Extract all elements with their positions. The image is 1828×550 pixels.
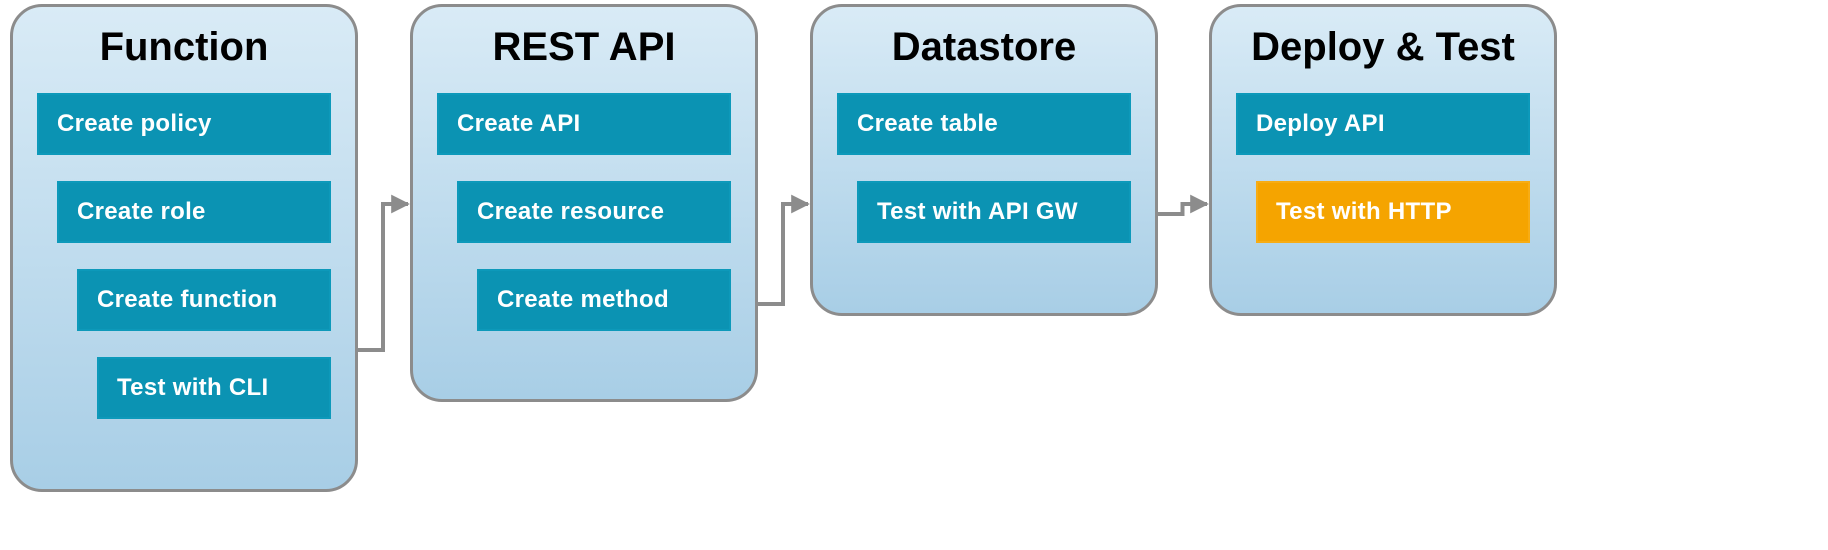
arrow-function-to-rest-api bbox=[358, 204, 408, 350]
flowchart-canvas: FunctionCreate policyCreate roleCreate f… bbox=[0, 0, 1828, 550]
arrow-rest-api-to-datastore bbox=[758, 204, 808, 304]
arrows-layer bbox=[0, 0, 1828, 550]
arrow-datastore-to-deploy-test bbox=[1158, 204, 1207, 214]
